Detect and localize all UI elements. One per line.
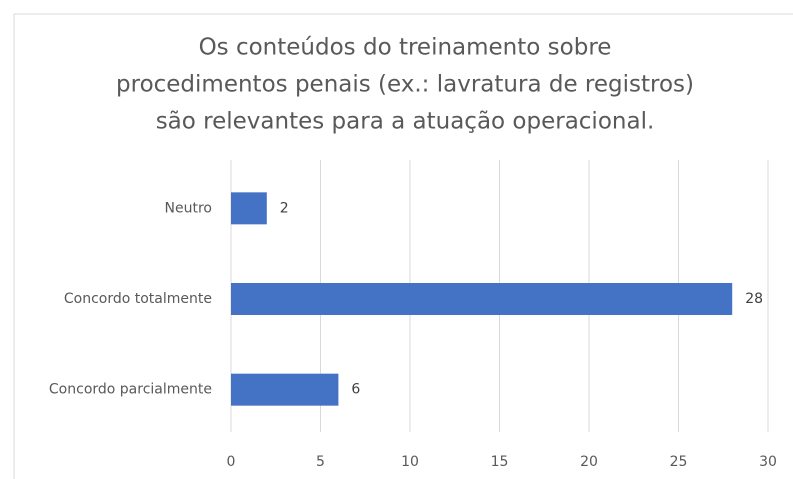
- data-label: 28: [745, 291, 763, 307]
- chart-title: Os conteúdos do treinamento sobre procedi…: [116, 35, 694, 135]
- x-tick-label: 0: [227, 454, 236, 470]
- chart-title-line: são relevantes para a atuação operaciona…: [156, 109, 655, 135]
- bar: [231, 192, 267, 225]
- x-tick-label: 15: [491, 454, 509, 470]
- y-tick-label: Concordo parcialmente: [49, 382, 212, 398]
- y-tick-label: Concordo totalmente: [64, 291, 212, 307]
- chart-title-line: procedimentos penais (ex.: lavratura de …: [116, 72, 694, 98]
- y-tick-label: Neutro: [165, 200, 212, 216]
- chart-title-line: Os conteúdos do treinamento sobre: [199, 35, 612, 61]
- bar: [231, 373, 339, 406]
- x-tick-label: 5: [316, 454, 325, 470]
- x-tick-label: 30: [759, 454, 777, 470]
- x-tick-label: 25: [670, 454, 688, 470]
- data-label: 6: [351, 382, 360, 398]
- x-tick-label: 20: [580, 454, 598, 470]
- x-tick-label: 10: [401, 454, 419, 470]
- bar: [231, 283, 733, 315]
- data-label: 2: [280, 200, 289, 216]
